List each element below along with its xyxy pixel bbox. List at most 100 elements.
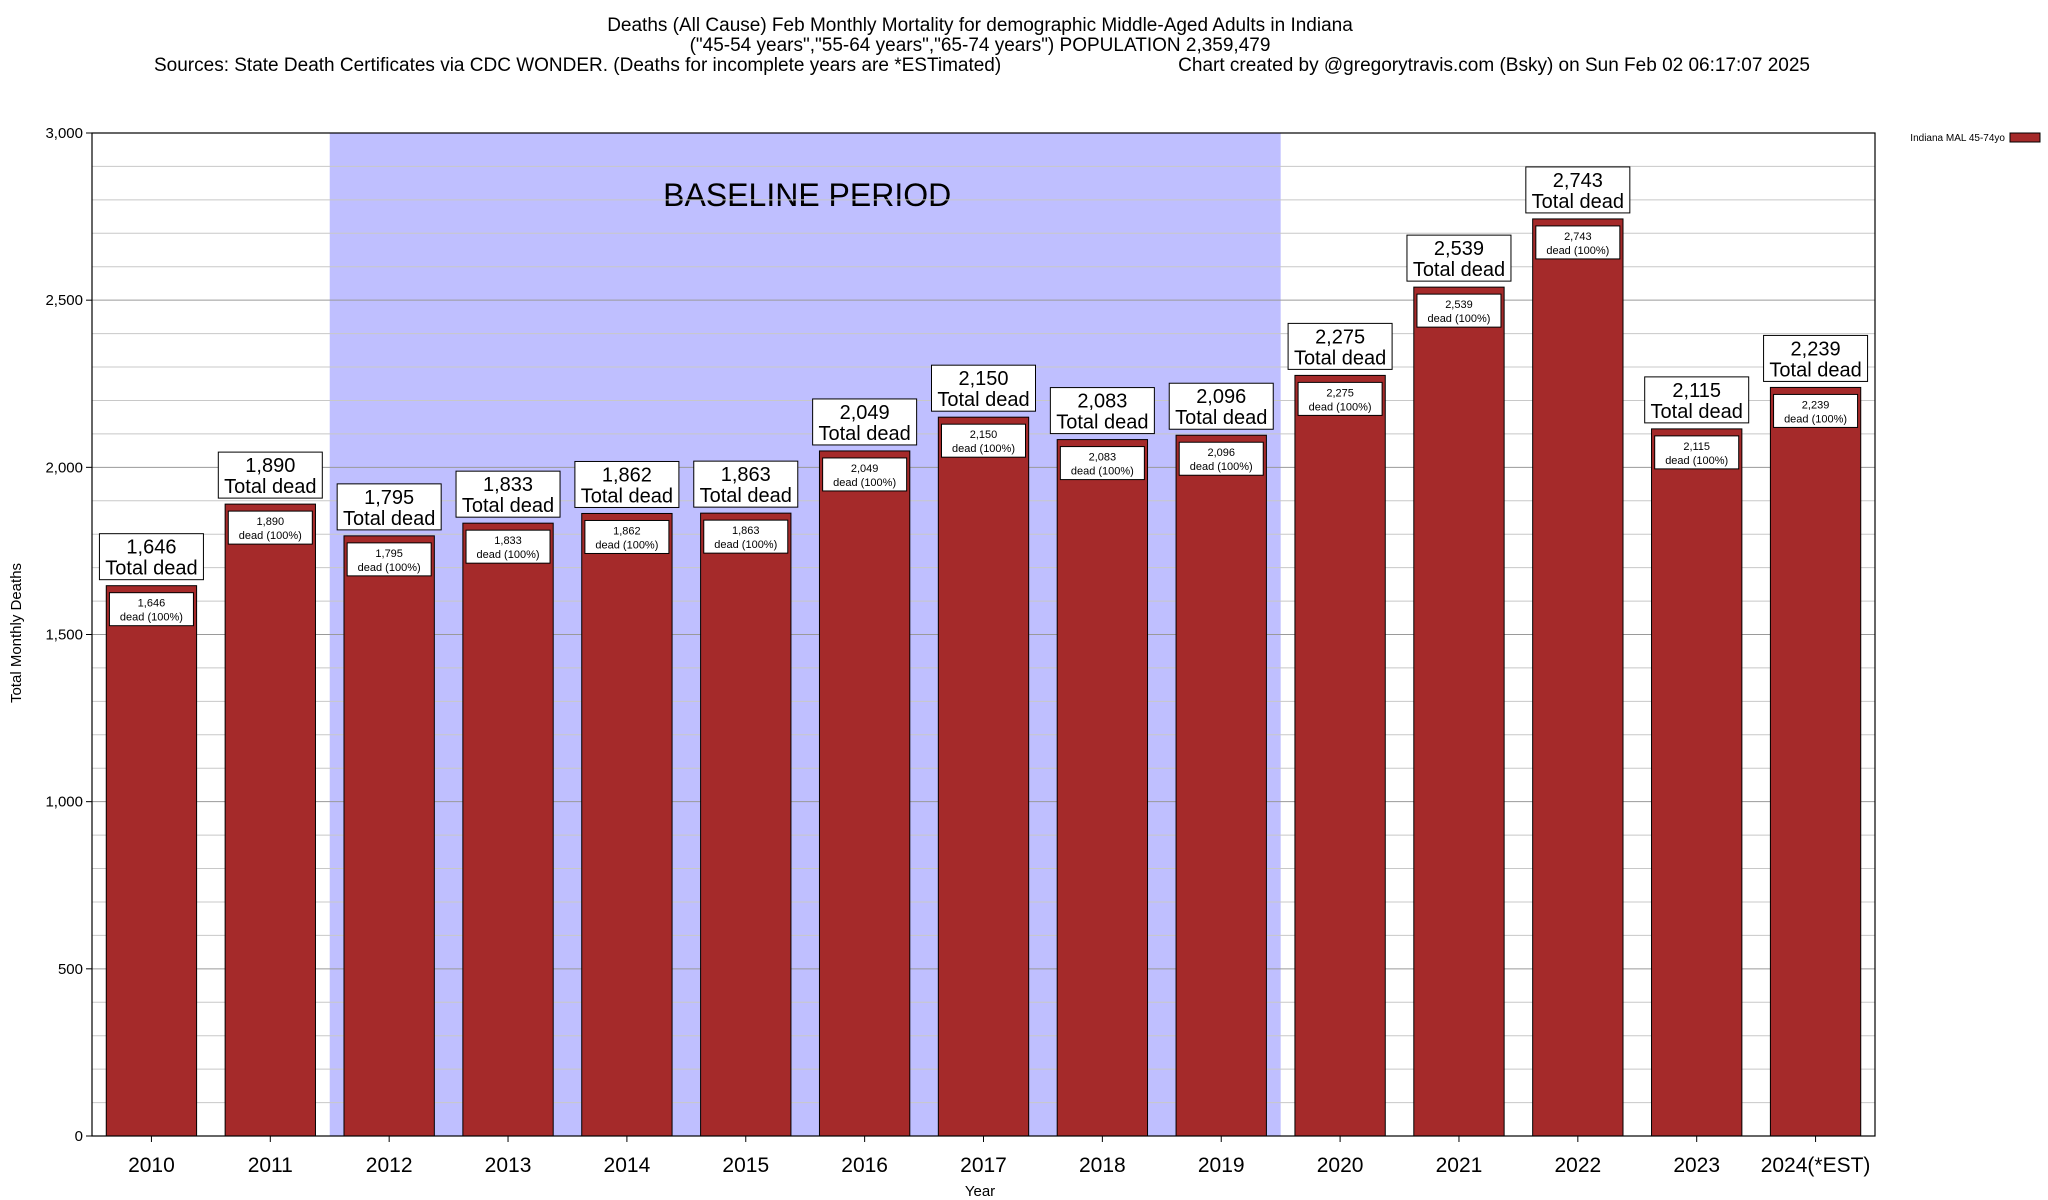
total-dead-label: Total dead bbox=[700, 485, 792, 507]
inner-label-box bbox=[1178, 441, 1264, 476]
inner-value-label: 2,150 bbox=[970, 429, 998, 441]
bar bbox=[700, 512, 792, 1137]
total-value-label: 1,646 bbox=[126, 537, 176, 559]
total-value-label: 1,863 bbox=[721, 464, 771, 486]
total-label-box bbox=[98, 533, 204, 581]
chart-title: Deaths (All Cause) Feb Monthly Mortality… bbox=[607, 15, 1353, 36]
total-dead-label: Total dead bbox=[343, 508, 435, 530]
bar bbox=[1175, 434, 1267, 1137]
x-tick-label: 2019 bbox=[1198, 1154, 1245, 1177]
total-label-box bbox=[1049, 387, 1155, 435]
total-label-box bbox=[1406, 234, 1512, 282]
x-tick-label: 2020 bbox=[1317, 1154, 1364, 1177]
total-value-label: 1,890 bbox=[245, 455, 295, 477]
inner-value-label: 1,833 bbox=[494, 535, 522, 547]
total-dead-label: Total dead bbox=[462, 495, 554, 517]
total-dead-label: Total dead bbox=[105, 558, 197, 580]
total-label-box bbox=[1168, 382, 1274, 430]
inner-percent-label: dead (100%) bbox=[1546, 245, 1609, 257]
total-value-label: 2,115 bbox=[1672, 380, 1721, 402]
total-dead-label: Total dead bbox=[1651, 401, 1743, 423]
inner-label-box bbox=[941, 423, 1026, 458]
total-label-box bbox=[931, 364, 1036, 412]
bar bbox=[1294, 374, 1386, 1137]
total-value-label: 2,239 bbox=[1791, 338, 1841, 360]
inner-percent-label: dead (100%) bbox=[1784, 413, 1847, 425]
inner-value-label: 1,646 bbox=[138, 598, 166, 610]
bar bbox=[105, 585, 198, 1137]
inner-value-label: 1,890 bbox=[257, 516, 285, 528]
inner-label-box bbox=[1535, 225, 1621, 260]
total-value-label: 1,795 bbox=[364, 487, 414, 509]
total-label-box bbox=[1525, 166, 1631, 214]
inner-value-label: 2,083 bbox=[1089, 452, 1117, 464]
x-tick-label: 2011 bbox=[248, 1154, 293, 1177]
inner-value-label: 1,863 bbox=[732, 525, 760, 537]
inner-percent-label: dead (100%) bbox=[1309, 401, 1372, 413]
inner-label-box bbox=[465, 529, 551, 564]
total-dead-label: Total dead bbox=[1532, 191, 1624, 213]
total-value-label: 2,049 bbox=[840, 402, 890, 424]
inner-percent-label: dead (100%) bbox=[1071, 466, 1134, 478]
inner-value-label: 2,275 bbox=[1326, 387, 1354, 399]
legend: Indiana MAL 45-74yo bbox=[1910, 132, 2041, 144]
inner-value-label: 2,239 bbox=[1802, 399, 1830, 411]
total-label-box bbox=[1287, 322, 1393, 370]
inner-percent-label: dead (100%) bbox=[239, 530, 302, 542]
y-tick-label: 1,500 bbox=[45, 627, 83, 644]
total-dead-label: Total dead bbox=[224, 476, 316, 498]
inner-value-label: 1,862 bbox=[613, 525, 641, 537]
x-tick-label: 2021 bbox=[1436, 1154, 1483, 1177]
inner-label-box bbox=[346, 542, 432, 577]
total-value-label: 2,096 bbox=[1196, 386, 1246, 408]
inner-label-box bbox=[1297, 381, 1383, 416]
bar bbox=[1413, 286, 1505, 1137]
bar bbox=[1769, 386, 1862, 1137]
total-dead-label: Total dead bbox=[1056, 412, 1148, 434]
legend-swatch bbox=[2009, 132, 2041, 143]
total-dead-label: Total dead bbox=[1294, 347, 1386, 369]
x-tick-label: 2012 bbox=[366, 1154, 413, 1177]
inner-percent-label: dead (100%) bbox=[477, 549, 540, 561]
total-label-box bbox=[812, 398, 918, 446]
total-value-label: 2,150 bbox=[958, 368, 1008, 390]
inner-label-box bbox=[822, 457, 908, 492]
x-tick-label: 2014 bbox=[604, 1154, 651, 1177]
bar bbox=[937, 416, 1030, 1137]
x-axis-title: Year bbox=[965, 1183, 995, 1200]
bar bbox=[1532, 218, 1624, 1137]
total-dead-label: Total dead bbox=[1175, 407, 1267, 429]
inner-label-box bbox=[1059, 446, 1145, 481]
total-dead-label: Total dead bbox=[937, 389, 1029, 411]
x-tick-label: 2024(*EST) bbox=[1761, 1154, 1871, 1177]
total-label-box bbox=[455, 470, 561, 518]
inner-value-label: 2,096 bbox=[1207, 447, 1235, 459]
total-label-box bbox=[1644, 376, 1750, 424]
total-value-label: 2,083 bbox=[1077, 391, 1127, 413]
inner-value-label: 1,795 bbox=[375, 548, 403, 560]
x-tick-label: 2023 bbox=[1673, 1154, 1720, 1177]
bar bbox=[818, 450, 911, 1137]
x-tick-label: 2013 bbox=[485, 1154, 532, 1177]
total-label-box bbox=[574, 460, 680, 508]
chart-credit: Chart created by @gregorytravis.com (Bsk… bbox=[1178, 55, 1810, 76]
inner-label-box bbox=[1773, 393, 1859, 428]
total-value-label: 2,539 bbox=[1434, 238, 1484, 260]
total-label-box bbox=[693, 460, 799, 508]
y-tick-label: 3,000 bbox=[45, 125, 83, 142]
total-dead-label: Total dead bbox=[581, 485, 673, 507]
total-value-label: 2,743 bbox=[1553, 170, 1603, 192]
inner-label-box bbox=[703, 519, 789, 554]
chart-subtitle: ("45-54 years","55-64 years","65-74 year… bbox=[690, 35, 1271, 56]
total-dead-label: Total dead bbox=[1769, 359, 1861, 381]
total-value-label: 2,275 bbox=[1315, 326, 1365, 348]
inner-percent-label: dead (100%) bbox=[952, 443, 1015, 455]
y-tick-label: 500 bbox=[58, 961, 83, 978]
inner-value-label: 2,539 bbox=[1445, 299, 1473, 311]
total-label-box bbox=[1763, 334, 1869, 382]
inner-label-box bbox=[1416, 293, 1502, 328]
inner-percent-label: dead (100%) bbox=[1190, 461, 1253, 473]
bar bbox=[343, 535, 435, 1137]
